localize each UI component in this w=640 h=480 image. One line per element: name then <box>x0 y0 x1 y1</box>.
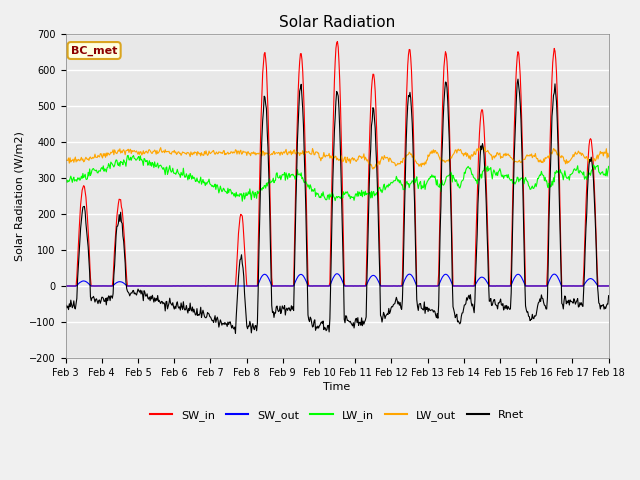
SW_out <box>61 283 69 289</box>
LW_in <box>605 164 612 169</box>
Rnet <box>72 306 79 312</box>
Text: BC_met: BC_met <box>71 46 117 56</box>
LW_in <box>212 187 220 192</box>
LW_in <box>130 153 138 158</box>
Rnet <box>61 301 69 307</box>
Line: LW_in: LW_in <box>65 156 609 201</box>
SW_out <box>349 283 357 289</box>
SW_out <box>404 272 412 277</box>
LW_out <box>605 154 612 160</box>
Line: SW_in: SW_in <box>65 41 609 286</box>
Line: LW_out: LW_out <box>65 147 609 169</box>
SW_out <box>182 283 190 289</box>
Title: Solar Radiation: Solar Radiation <box>279 15 395 30</box>
LW_out <box>72 154 79 160</box>
SW_in <box>127 283 135 289</box>
LW_out <box>61 157 69 163</box>
LW_out <box>479 144 486 150</box>
Line: SW_out: SW_out <box>65 274 609 286</box>
SW_in <box>182 283 190 289</box>
LW_out <box>211 152 219 157</box>
Rnet <box>514 76 522 82</box>
SW_out <box>605 283 612 289</box>
LW_in <box>61 175 69 181</box>
Rnet <box>211 313 219 319</box>
Rnet <box>404 103 412 108</box>
Line: Rnet: Rnet <box>65 79 609 333</box>
LW_out <box>127 151 135 156</box>
SW_in <box>211 283 219 289</box>
SW_out <box>127 283 135 289</box>
Rnet <box>420 307 428 313</box>
SW_in <box>333 38 341 44</box>
LW_out <box>420 160 428 166</box>
SW_in <box>61 283 69 289</box>
SW_out <box>72 283 79 289</box>
SW_in <box>605 283 612 289</box>
Rnet <box>127 290 135 296</box>
Legend: SW_in, SW_out, LW_in, LW_out, Rnet: SW_in, SW_out, LW_in, LW_out, Rnet <box>145 406 529 425</box>
LW_in <box>72 177 79 183</box>
Rnet <box>232 330 239 336</box>
LW_out <box>182 152 190 157</box>
LW_out <box>404 152 412 158</box>
SW_out <box>333 271 340 276</box>
Y-axis label: Solar Radiation (W/m2): Solar Radiation (W/m2) <box>15 131 25 261</box>
LW_out <box>369 166 377 172</box>
X-axis label: Time: Time <box>323 382 351 392</box>
SW_in <box>404 63 412 69</box>
Rnet <box>182 302 190 308</box>
LW_in <box>239 198 246 204</box>
LW_in <box>127 157 135 163</box>
SW_in <box>72 283 79 289</box>
LW_in <box>183 173 191 179</box>
LW_in <box>420 178 428 184</box>
SW_out <box>420 283 428 289</box>
SW_out <box>211 283 219 289</box>
LW_in <box>404 180 412 186</box>
Rnet <box>605 293 612 299</box>
SW_in <box>420 283 428 289</box>
